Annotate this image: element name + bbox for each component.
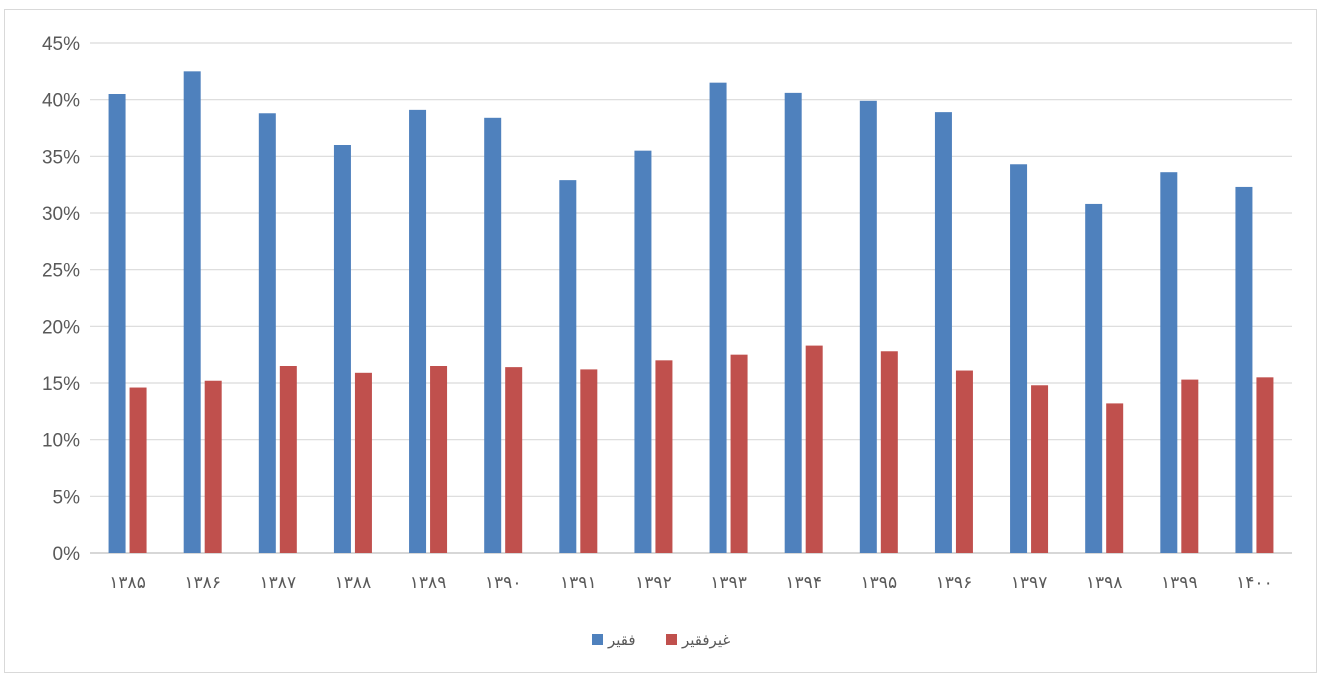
x-tick-label: ۱۳۸۷ bbox=[260, 573, 297, 593]
bar-poor bbox=[859, 100, 877, 554]
legend: فقیر غیرفقیر bbox=[592, 631, 730, 649]
bar-nonpoor bbox=[1106, 403, 1124, 553]
x-tick-label: ۱۳۹۵ bbox=[861, 573, 898, 593]
x-tick-label: ۱۳۹۷ bbox=[1011, 573, 1048, 593]
legend-swatch-nonpoor bbox=[666, 634, 677, 645]
bar-nonpoor bbox=[204, 380, 222, 553]
bar-nonpoor bbox=[580, 369, 598, 553]
y-tick-label: 15% bbox=[42, 374, 80, 395]
y-axis-ticks: 0% 5% 10% 15% 20% 25% 30% 35% 40% 45% bbox=[42, 34, 80, 565]
x-tick-label: ۱۳۹۰ bbox=[485, 573, 522, 593]
bar-poor bbox=[183, 71, 201, 553]
bar-poor bbox=[484, 117, 502, 554]
bar-poor bbox=[333, 145, 351, 553]
bar-nonpoor bbox=[1256, 377, 1274, 553]
x-tick-label: ۱۳۸۸ bbox=[335, 573, 372, 593]
bar-nonpoor bbox=[805, 345, 823, 553]
bar-poor bbox=[1010, 164, 1028, 553]
x-tick-label: ۱۳۹۱ bbox=[560, 573, 597, 593]
x-tick-label: ۱۴۰۰ bbox=[1236, 573, 1273, 593]
bar-poor bbox=[1235, 186, 1253, 553]
y-tick-label: 20% bbox=[42, 317, 80, 338]
bar-nonpoor bbox=[655, 360, 673, 553]
bar-poor bbox=[258, 113, 276, 554]
bar-nonpoor bbox=[955, 370, 973, 553]
bar-nonpoor bbox=[1181, 379, 1199, 553]
x-tick-label: ۱۳۹۳ bbox=[710, 573, 747, 593]
bar-poor bbox=[784, 92, 802, 553]
bar-poor bbox=[409, 109, 427, 553]
x-tick-label: ۱۳۸۶ bbox=[184, 573, 221, 593]
x-tick-label: ۱۳۸۵ bbox=[109, 573, 146, 593]
y-tick-label: 25% bbox=[42, 261, 80, 282]
y-tick-label: 10% bbox=[42, 431, 80, 452]
x-tick-label: ۱۳۹۲ bbox=[635, 573, 672, 593]
bar-poor bbox=[709, 82, 727, 554]
x-tick-label: ۱۳۸۹ bbox=[410, 573, 447, 593]
legend-label-poor: فقیر bbox=[607, 631, 636, 649]
bar-poor bbox=[1160, 172, 1178, 553]
x-axis-ticks: ۱۳۸۵ ۱۳۸۶ ۱۳۸۷ ۱۳۸۸ ۱۳۸۹ ۱۳۹۰ ۱۳۹۱ ۱۳۹۲ ۱۳۹۳ ۱۳۹۴… bbox=[109, 573, 1273, 593]
y-tick-label: 40% bbox=[42, 91, 80, 112]
bar-nonpoor bbox=[129, 387, 147, 553]
bar-poor bbox=[934, 112, 952, 553]
x-tick-label: ۱۳۹۹ bbox=[1161, 573, 1198, 593]
y-tick-label: 0% bbox=[53, 544, 81, 565]
bar-nonpoor bbox=[279, 366, 297, 553]
bar-poor bbox=[108, 94, 126, 553]
bars bbox=[108, 71, 1274, 554]
bar-poor bbox=[634, 150, 652, 553]
bar-nonpoor bbox=[505, 367, 523, 553]
bar-nonpoor bbox=[730, 354, 748, 553]
y-tick-label: 5% bbox=[53, 487, 81, 508]
x-tick-label: ۱۳۹۴ bbox=[785, 573, 822, 593]
bar-nonpoor bbox=[1031, 385, 1049, 553]
y-tick-label: 30% bbox=[42, 204, 80, 225]
y-tick-label: 45% bbox=[42, 34, 80, 55]
bar-nonpoor bbox=[880, 351, 898, 553]
y-tick-label: 35% bbox=[42, 147, 80, 168]
x-tick-label: ۱۳۹۶ bbox=[936, 573, 973, 593]
bar-nonpoor bbox=[430, 366, 448, 553]
legend-swatch-poor bbox=[592, 634, 603, 645]
bar-poor bbox=[559, 180, 577, 553]
x-tick-label: ۱۳۹۸ bbox=[1086, 573, 1123, 593]
bar-nonpoor bbox=[354, 372, 372, 553]
bar-poor bbox=[1085, 203, 1103, 553]
legend-label-nonpoor: غیرفقیر bbox=[681, 631, 730, 649]
